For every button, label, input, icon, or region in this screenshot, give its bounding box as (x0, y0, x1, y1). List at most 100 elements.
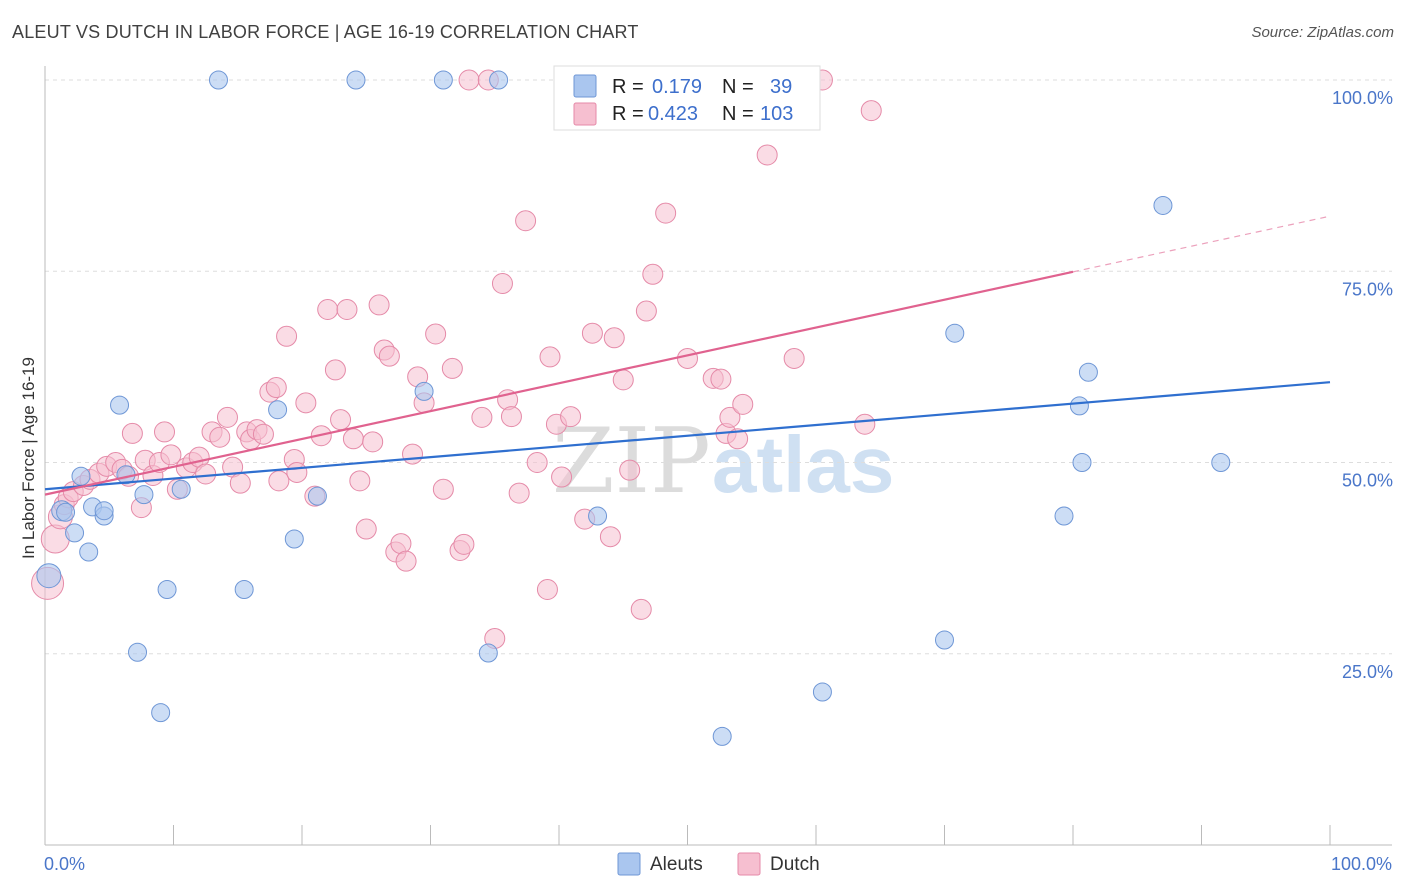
aleuts-point (284, 529, 304, 549)
dutch-point (121, 422, 143, 444)
aleuts-point (1153, 195, 1173, 215)
dutch-point (619, 459, 641, 481)
dutch-point (402, 443, 424, 465)
dutch-point (195, 463, 217, 485)
dutch-trend-line-extension (1072, 215, 1331, 273)
y-tick-label: 50.0% (1342, 471, 1393, 491)
dutch-point (324, 359, 346, 381)
aleuts-point (128, 642, 148, 662)
legend-r-label-aleuts: R = (612, 76, 644, 98)
aleuts-point (945, 323, 965, 343)
dutch-point (491, 272, 513, 294)
legend-n-label-aleuts: N = (722, 76, 754, 98)
aleuts-point (65, 523, 85, 543)
legend-r-label-dutch: R = (612, 103, 644, 125)
dutch-point (603, 327, 625, 349)
legend-swatch-aleuts (573, 74, 597, 98)
dutch-point (441, 357, 463, 379)
y-tick-label: 100.0% (1332, 88, 1393, 108)
y-tick-labels: 25.0% 50.0% 75.0% 100.0% (1332, 88, 1393, 682)
aleuts-point (346, 70, 366, 90)
dutch-point (458, 69, 480, 91)
y-axis-label: In Labor Force | Age 16-19 (19, 357, 38, 559)
aleuts-point (414, 381, 434, 401)
dutch-point (252, 423, 274, 445)
dutch-point (268, 470, 290, 492)
aleuts-point (268, 400, 288, 420)
aleuts-point (157, 579, 177, 599)
chart-title: ALEUT VS DUTCH IN LABOR FORCE | AGE 16-1… (12, 22, 639, 42)
dutch-point (432, 478, 454, 500)
aleuts-point (1211, 453, 1231, 472)
legend-n-value-aleuts: 39 (770, 76, 792, 98)
x-tick-label-max: 100.0% (1331, 854, 1392, 874)
dutch-point (425, 323, 447, 345)
dutch-point (330, 409, 352, 431)
source-label: Source: ZipAtlas.com (1251, 24, 1394, 41)
dutch-point (154, 421, 176, 443)
series-legend: Aleuts Dutch (617, 852, 820, 876)
trend-lines (44, 215, 1331, 496)
aleuts-point (36, 563, 62, 589)
dutch-point (719, 406, 741, 428)
dutch-point (560, 406, 582, 428)
dutch-point (453, 533, 475, 555)
gridlines (45, 79, 1392, 655)
aleuts-point (812, 682, 832, 702)
dutch-point (229, 472, 251, 494)
dutch-point (336, 299, 358, 320)
dutch-point (860, 100, 882, 122)
y-tick-label: 75.0% (1342, 279, 1393, 299)
dutch-point (551, 466, 573, 488)
legend-r-value-aleuts: 0.179 (652, 76, 702, 98)
dutch-point (508, 482, 530, 504)
aleuts-point (234, 579, 254, 599)
aleuts-point (171, 479, 191, 499)
dutch-point (539, 346, 561, 368)
dutch-point (732, 393, 754, 415)
aleuts-point (208, 70, 228, 90)
dutch-point (216, 406, 238, 428)
bottom-legend-dutch: Dutch (770, 854, 820, 875)
aleuts-point (489, 70, 509, 90)
aleuts-point (151, 703, 171, 723)
y-tick-label: 25.0% (1342, 662, 1393, 682)
dutch-point (265, 377, 287, 399)
dutch-point (368, 294, 390, 316)
aleuts-point (1069, 396, 1089, 416)
aleuts-point (307, 486, 327, 506)
dutch-point (756, 144, 778, 166)
dutch-point (612, 369, 634, 391)
legend-n-label-dutch: N = (722, 103, 754, 125)
dutch-points (31, 69, 882, 649)
dutch-point (295, 392, 317, 414)
dutch-point (783, 347, 805, 369)
legend-n-value-dutch: 103 (760, 103, 793, 125)
dutch-point (635, 300, 657, 322)
dutch-point (536, 578, 558, 600)
dutch-point (342, 428, 364, 450)
bottom-legend-swatch-aleuts (617, 852, 641, 876)
dutch-point (677, 347, 698, 369)
aleuts-point (935, 630, 954, 650)
dutch-point (655, 202, 677, 224)
aleuts-point (56, 502, 76, 522)
dutch-point (471, 406, 493, 428)
aleuts-point (712, 726, 732, 746)
axes (44, 66, 1392, 846)
legend-r-value-dutch: 0.423 (648, 103, 698, 125)
aleuts-point (1054, 506, 1074, 526)
aleuts-point (1072, 453, 1092, 472)
x-tick-label-min: 0.0% (44, 854, 85, 874)
dutch-point (854, 413, 876, 435)
dutch-point (209, 426, 231, 448)
dutch-point (642, 263, 664, 285)
dutch-point (160, 444, 182, 466)
aleuts-point (134, 485, 154, 505)
dutch-point (349, 470, 371, 492)
correlation-legend: R = 0.179 N = 39 R = 0.423 N = 103 (553, 65, 821, 131)
legend-box (553, 65, 821, 131)
dutch-point (40, 524, 70, 554)
aleuts-point (94, 501, 114, 521)
